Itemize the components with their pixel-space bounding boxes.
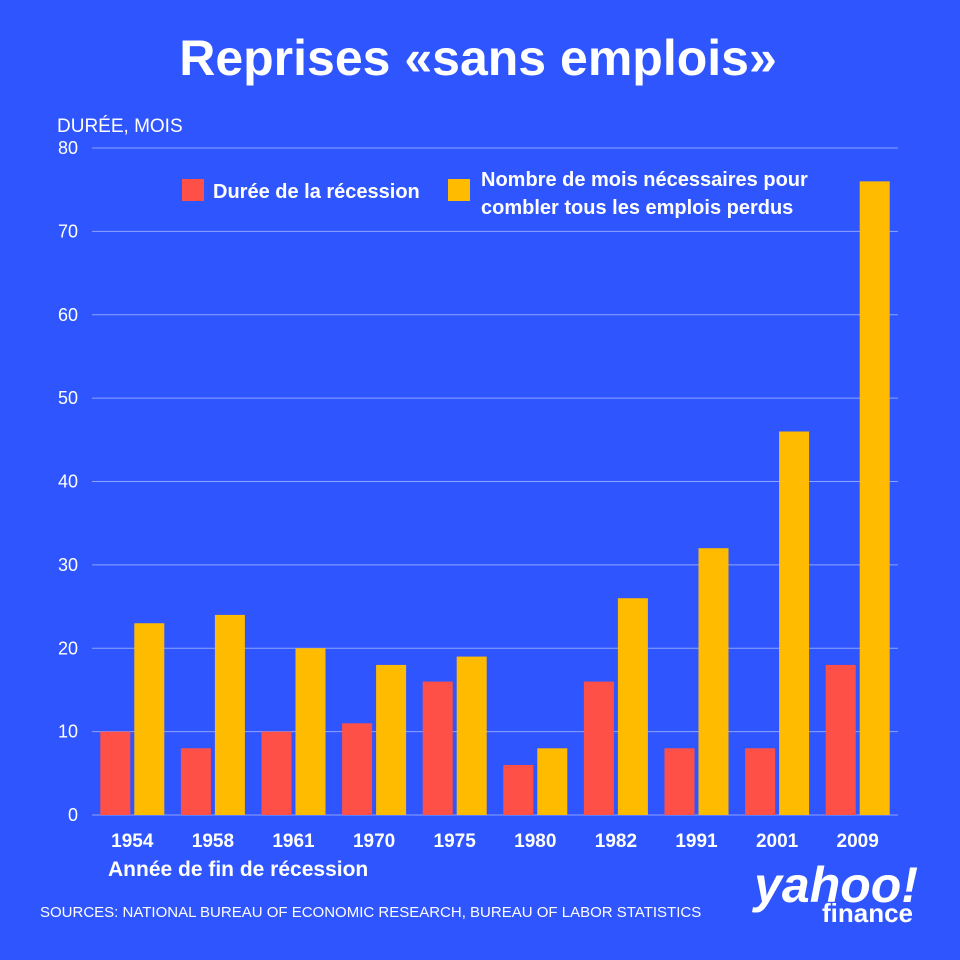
x-axis-label: Année de fin de récession — [108, 858, 368, 881]
x-tick-label: 1975 — [434, 831, 477, 852]
bar-recession-duration — [180, 748, 211, 815]
x-axis-ticks: 1954 1958 1961 1970 1975 1980 1982 1991 2001 2009 — [111, 831, 879, 852]
y-axis-ticks: 0 10 20 30 40 50 60 70 80 — [58, 138, 78, 825]
bars — [100, 181, 890, 816]
bar-recession-duration — [825, 664, 856, 815]
bar-months-to-recover — [214, 614, 245, 815]
bar-months-to-recover — [537, 748, 568, 815]
y-tick-label: 10 — [58, 722, 78, 742]
yahoo-finance-logo: yahoo! finance — [751, 857, 918, 928]
x-tick-label: 2001 — [756, 831, 799, 852]
bar-months-to-recover — [698, 548, 729, 815]
y-axis-label: DURÉE, MOIS — [57, 116, 183, 137]
gridlines — [92, 147, 898, 816]
bar-months-to-recover — [376, 664, 407, 815]
bar-months-to-recover — [779, 431, 810, 815]
bar-months-to-recover — [617, 598, 648, 815]
bar-months-to-recover — [295, 648, 326, 815]
y-tick-label: 40 — [58, 472, 78, 492]
bar-recession-duration — [100, 731, 131, 815]
y-tick-label: 0 — [68, 805, 78, 825]
x-tick-label: 1982 — [595, 831, 637, 852]
bar-months-to-recover — [456, 656, 487, 815]
y-tick-label: 20 — [58, 638, 78, 658]
x-tick-label: 1980 — [514, 831, 556, 852]
bar-recession-duration — [342, 723, 373, 815]
legend-swatch-months-to-recover — [448, 179, 470, 201]
logo-finance-text: finance — [822, 898, 913, 928]
y-tick-label: 60 — [58, 305, 78, 325]
x-tick-label: 1970 — [353, 831, 395, 852]
legend-swatch-duration — [182, 179, 204, 201]
x-tick-label: 1991 — [675, 831, 718, 852]
legend-label-months-line-2: combler tous les emplois perdus — [481, 197, 793, 219]
bar-recession-duration — [261, 731, 292, 815]
source-note: SOURCES: NATIONAL BUREAU OF ECONOMIC RES… — [40, 904, 701, 921]
bar-recession-duration — [503, 764, 534, 815]
legend-label-duration: Durée de la récession — [213, 181, 420, 203]
bar-recession-duration — [583, 681, 614, 815]
y-tick-label: 70 — [58, 221, 78, 241]
bar-recession-duration — [664, 748, 695, 815]
legend-label-months-line-1: Nombre de mois nécessaires pour — [481, 169, 808, 191]
y-tick-label: 80 — [58, 138, 78, 158]
logo-yahoo-text: yahoo! — [751, 857, 918, 913]
y-tick-label: 50 — [58, 388, 78, 408]
x-tick-label: 1954 — [111, 831, 154, 852]
y-tick-label: 30 — [58, 555, 78, 575]
bar-recession-duration — [745, 748, 776, 815]
bar-months-to-recover — [859, 181, 890, 816]
x-tick-label: 2009 — [837, 831, 879, 852]
bar-recession-duration — [422, 681, 453, 815]
x-tick-label: 1958 — [192, 831, 234, 852]
bar-months-to-recover — [134, 623, 165, 815]
x-tick-label: 1961 — [272, 831, 315, 852]
legend: Durée de la récession Nombre de mois néc… — [182, 169, 808, 219]
chart-title: Reprises «sans emplois» — [179, 30, 777, 86]
